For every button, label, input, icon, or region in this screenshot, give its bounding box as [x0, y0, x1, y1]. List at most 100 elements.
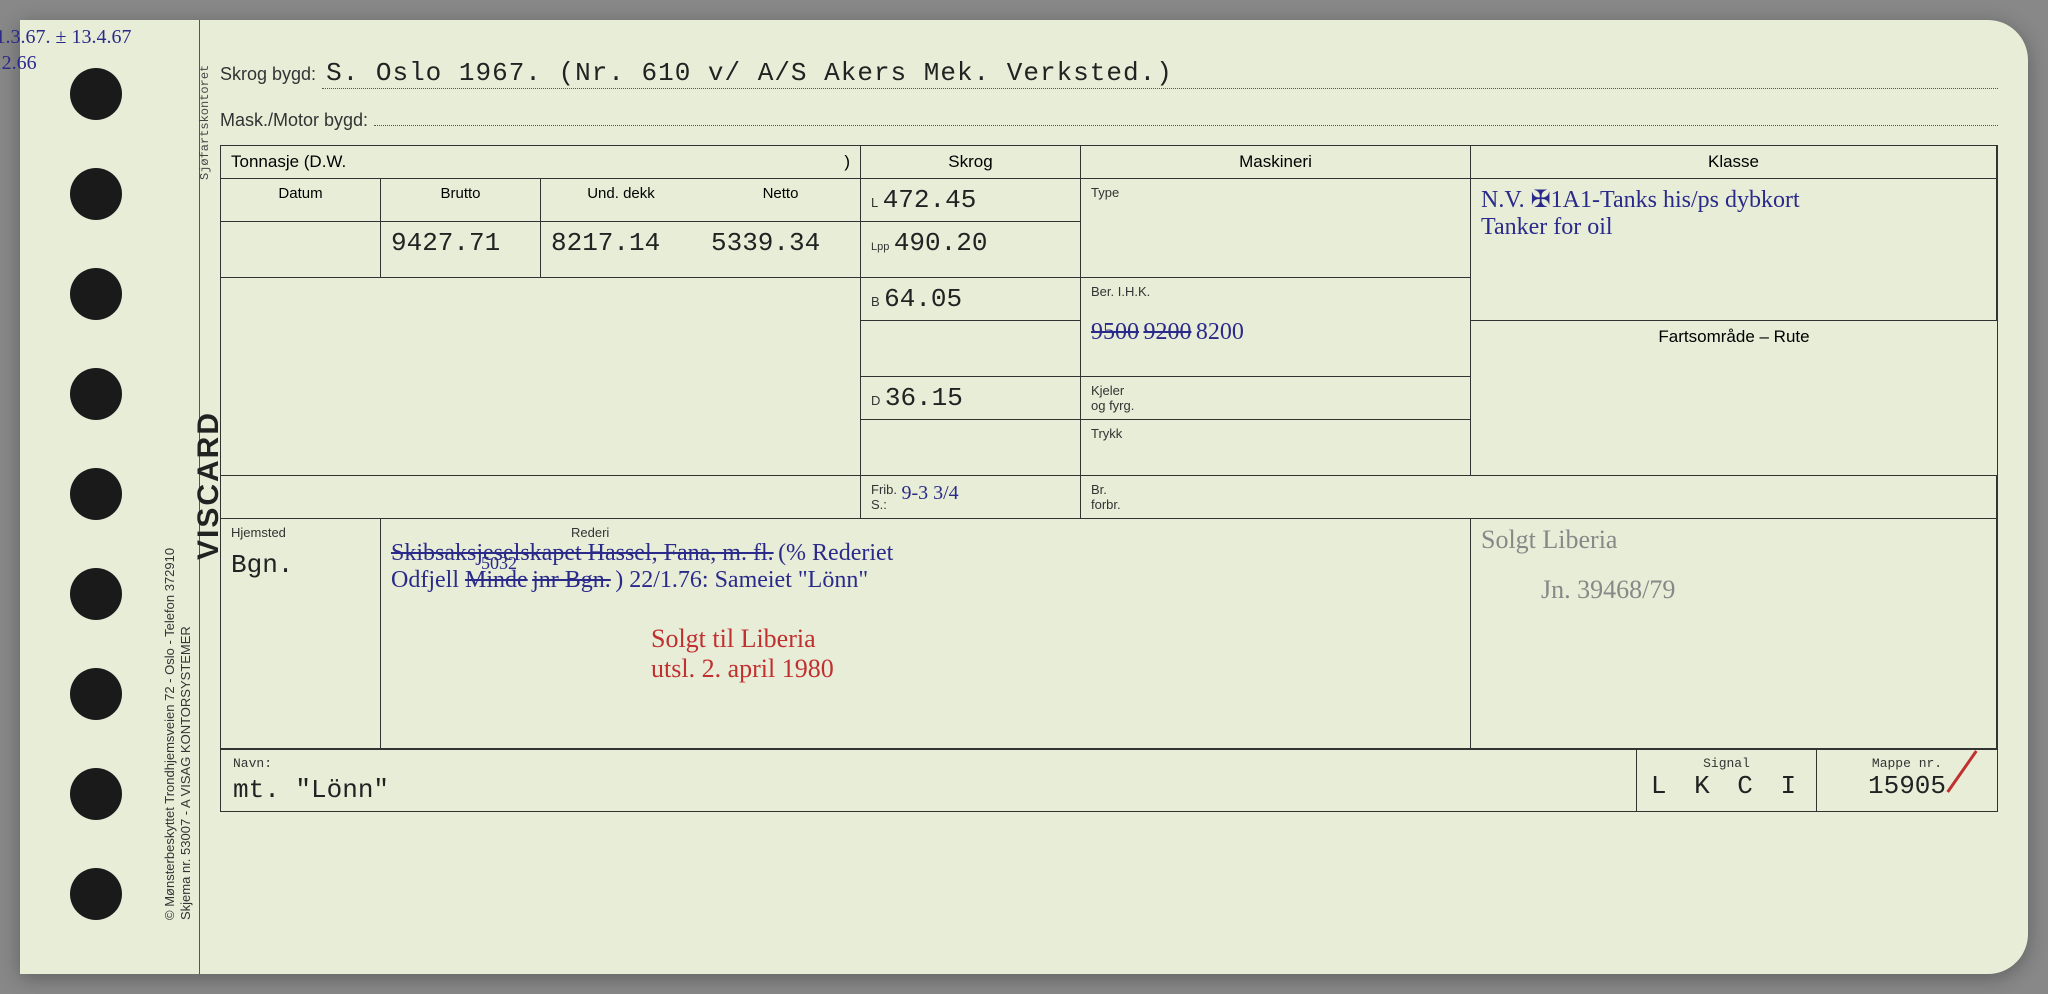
signal-cell: Signal L K C I: [1637, 750, 1817, 811]
Lpp-value: 490.20: [894, 228, 988, 258]
Lpp-label: Lpp: [871, 241, 889, 253]
klasse-bottom-1: Solgt Liberia: [1481, 525, 1986, 555]
datum-header: Datum: [221, 179, 381, 222]
und-dekk-value: 8217.14: [541, 222, 701, 278]
trykk-label: Trykk: [1091, 426, 1460, 441]
klasse-blank-cell: [1471, 476, 1997, 519]
hjemsted-label: Hjemsted: [231, 525, 370, 540]
punch-hole: [70, 68, 122, 120]
kjeler-cell: Kjeler og fyrg.: [1081, 377, 1471, 420]
frib-value: 9-3 3/4: [901, 482, 958, 504]
fartsomrade-label: Fartsområde – Rute: [1658, 327, 1809, 346]
netto-header: Netto: [701, 179, 861, 222]
punch-hole: [70, 468, 122, 520]
klasse-header: Klasse: [1471, 146, 1997, 179]
main-table: Tonnasje (D.W. ) Skrog Maskineri Klasse …: [220, 145, 1998, 749]
punch-hole: [70, 868, 122, 920]
punch-hole-strip: m. 21.3.67. ± 13.4.67 f. 8.12.66: [20, 20, 150, 974]
ber-ihk-strike2: 9200: [1143, 319, 1191, 345]
br-forbr-label: Br. forbr.: [1091, 482, 1461, 512]
handwritten-annotation: m. 21.3.67. ± 13.4.67: [0, 26, 132, 49]
tonnage-bottom-spacer: [221, 476, 861, 519]
footer-row: Navn: mt. "Lönn" Signal L K C I Mappe nr…: [220, 749, 1998, 812]
hjemsted-value: Bgn.: [231, 550, 370, 580]
frib-label: Frib. S.:: [871, 482, 897, 512]
skrog-bygd-label: Skrog bygd:: [220, 64, 316, 85]
ber-ihk-value: 8200: [1196, 319, 1244, 345]
B-value: 64.05: [884, 284, 962, 314]
mappe-value: 15905: [1829, 771, 1985, 801]
skrog-blank-cell: [861, 321, 1081, 377]
punch-hole: [70, 568, 122, 620]
netto-value: 5339.34: [701, 222, 861, 278]
navn-label: Navn:: [233, 756, 1624, 771]
rederi-line2a: Odfjell: [391, 567, 465, 593]
rederi-line2c-strike: jnr Bgn.: [532, 567, 611, 593]
signal-value: L K C I: [1649, 771, 1804, 801]
card-content: Skrog bygd: S. Oslo 1967. (Nr. 610 v/ A/…: [200, 20, 2028, 974]
punch-hole: [70, 168, 122, 220]
tonnasje-label: Tonnasje (D.W.: [231, 152, 346, 172]
tonnage-empty-area: [221, 278, 861, 476]
punch-hole: [70, 268, 122, 320]
handwritten-annotation: f. 8.12.66: [0, 52, 37, 75]
mask-motor-row: Mask./Motor bygd:: [220, 107, 1998, 131]
mask-motor-value: [374, 107, 1998, 126]
rederi-5032: 5032: [481, 553, 517, 574]
skrog-header: Skrog: [861, 146, 1081, 179]
frib-cell: Frib. S.: 9-3 3/4: [861, 476, 1081, 519]
skrog-Lpp-cell: Lpp 490.20: [861, 222, 1081, 278]
rederi-line2d: ) 22/1.76: Sameiet "Lönn": [615, 567, 868, 593]
hjemsted-cell: Hjemsted Bgn.: [221, 519, 381, 749]
L-label: L: [871, 195, 878, 210]
brutto-value: 9427.71: [381, 222, 541, 278]
ber-ihk-strike1: 9500: [1091, 319, 1139, 345]
rederi-line1-strike: Skibsaksjeselskapet Hassel, Fana, m. fl.: [391, 540, 774, 566]
skrog-B-cell: B 64.05: [861, 278, 1081, 321]
trykk-cell: Trykk: [1081, 420, 1471, 476]
mappe-cell: Mappe nr. 15905: [1817, 750, 1997, 811]
navn-value: mt. "Lönn": [233, 775, 1624, 805]
skrog-D-cell: D 36.15: [861, 377, 1081, 420]
tonnasje-close: ): [844, 152, 850, 172]
spine: VISCARD Skjema nr. 53007 - A VISAG KONTO…: [150, 20, 200, 974]
skrog-L-cell: L 472.45: [861, 179, 1081, 222]
klasse-bottom-2: Jn. 39468/79: [1541, 575, 1986, 605]
rederi-cell: Rederi Skibsaksjeselskapet Hassel, Fana,…: [381, 519, 1471, 749]
spine-text-1: Skjema nr. 53007 - A VISAG KONTORSYSTEME…: [178, 626, 193, 920]
rederi-line1-paren: (% Rederiet: [778, 540, 893, 566]
rederi-red-2: utsl. 2. april 1980: [651, 654, 1460, 684]
kjeler-label: Kjeler og fyrg.: [1091, 383, 1460, 413]
punch-hole: [70, 368, 122, 420]
skrog-blank2-cell: [861, 420, 1081, 476]
skrog-bygd-value: S. Oslo 1967. (Nr. 610 v/ A/S Akers Mek.…: [322, 58, 1998, 89]
D-label: D: [871, 393, 880, 408]
ber-ihk-cell: Ber. I.H.K. 9500 9200 8200: [1081, 278, 1471, 377]
L-value: 472.45: [883, 185, 977, 215]
ber-ihk-label: Ber. I.H.K.: [1091, 284, 1460, 299]
brutto-header: Brutto: [381, 179, 541, 222]
klasse-cell: N.V. ✠1A1-Tanks his/ps dybkort Tanker fo…: [1471, 179, 1997, 321]
index-card: m. 21.3.67. ± 13.4.67 f. 8.12.66 VISCARD…: [20, 20, 2028, 974]
klasse-bottom-cell: Solgt Liberia Jn. 39468/79: [1471, 519, 1997, 749]
spine-text-2: © Mønsterbeskyttet Trondhjemsveien 72 - …: [162, 548, 177, 920]
klasse-value-2: Tanker for oil: [1481, 214, 1986, 241]
punch-hole: [70, 768, 122, 820]
skrog-bygd-row: Skrog bygd: S. Oslo 1967. (Nr. 610 v/ A/…: [220, 58, 1998, 89]
D-value: 36.15: [885, 383, 963, 413]
B-label: B: [871, 294, 880, 309]
punch-hole: [70, 668, 122, 720]
maskineri-header: Maskineri: [1081, 146, 1471, 179]
rederi-label: Rederi: [571, 525, 1460, 540]
und-dekk-header: Und. dekk: [541, 179, 701, 222]
navn-cell: Navn: mt. "Lönn": [221, 750, 1637, 811]
fartsomrade-cell: Fartsområde – Rute: [1471, 321, 1997, 476]
klasse-value-1: N.V. ✠1A1-Tanks his/ps dybkort: [1481, 185, 1986, 214]
type-label: Type: [1091, 185, 1460, 200]
signal-label: Signal: [1649, 756, 1804, 771]
tonnasje-header: Tonnasje (D.W. ): [221, 146, 861, 179]
datum-cell: [221, 222, 381, 278]
rederi-red-1: Solgt til Liberia: [651, 624, 1460, 654]
br-forbr-cell: Br. forbr.: [1081, 476, 1471, 519]
mask-motor-label: Mask./Motor bygd:: [220, 110, 368, 131]
